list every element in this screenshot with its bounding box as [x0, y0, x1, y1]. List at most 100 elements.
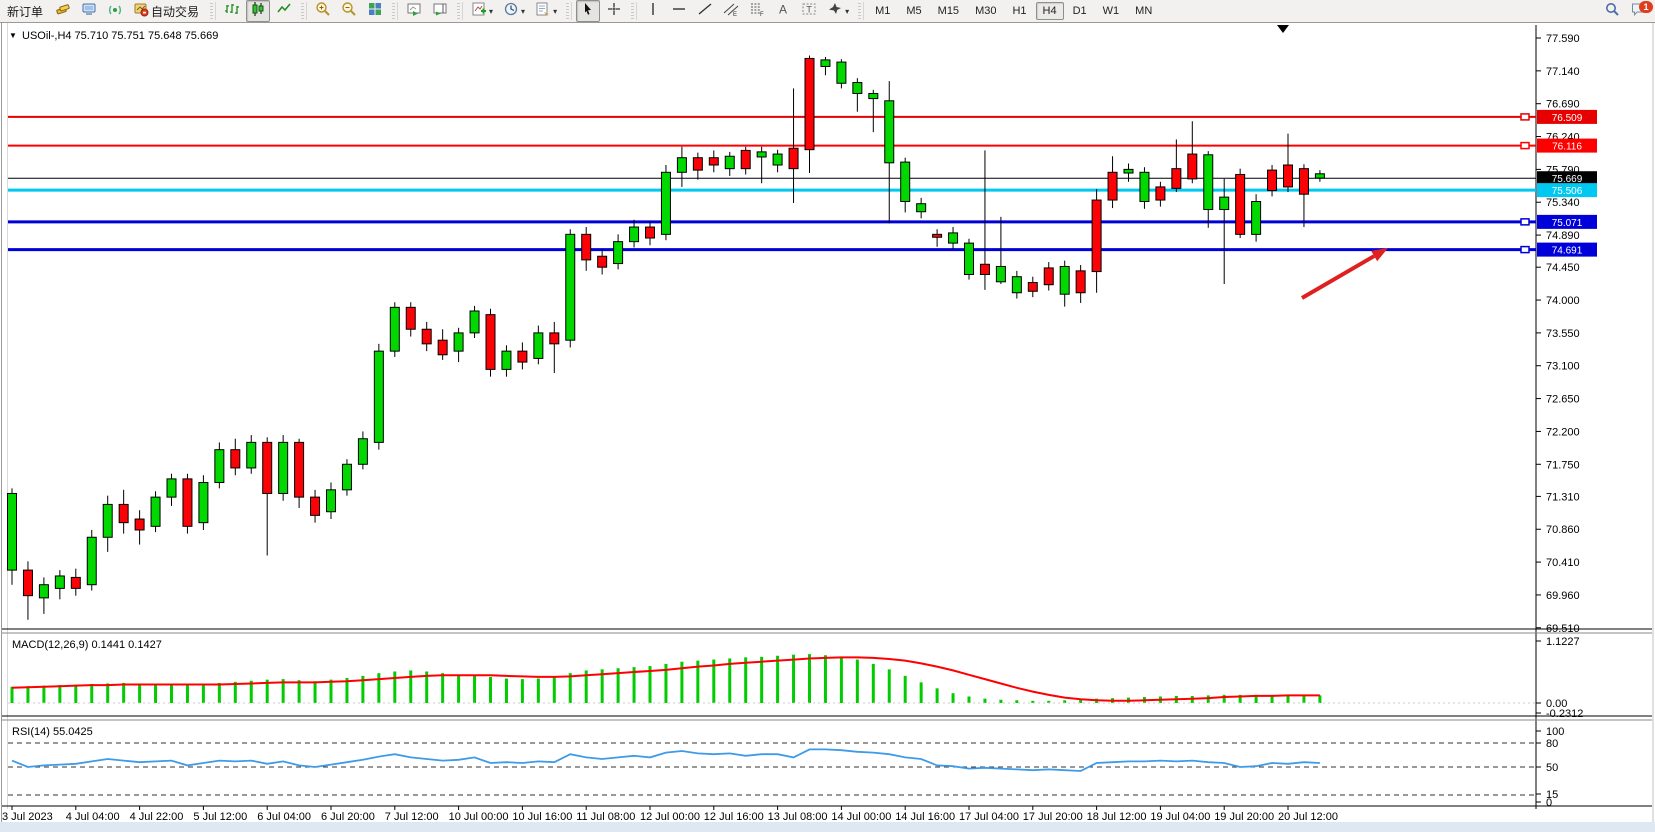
price-tick-label: 74.000	[1546, 295, 1580, 307]
candle	[469, 305, 480, 338]
candle	[660, 165, 671, 241]
toolbar-market-signal-button[interactable]	[103, 0, 127, 22]
candle	[1155, 181, 1166, 207]
candle	[964, 238, 974, 280]
indicators-dropdown-caret[interactable]: ▾	[489, 6, 494, 16]
toolbar-notifications-button[interactable]: 1	[1626, 0, 1653, 22]
toolbar-chart-shift-button[interactable]	[428, 0, 452, 22]
candle	[979, 150, 990, 290]
candle	[1059, 260, 1070, 307]
client-terminal-icon	[81, 1, 97, 22]
candle	[38, 577, 49, 614]
arrows-dropdown-caret[interactable]: ▾	[845, 6, 850, 16]
toolbar-indicators-button[interactable]: ▾	[467, 0, 497, 22]
svg-text:T: T	[806, 4, 812, 14]
rsi-axis-label: 0	[1546, 797, 1552, 809]
toolbar-periods-button[interactable]: ▾	[499, 0, 529, 22]
toolbar-client-terminal-button[interactable]	[77, 0, 101, 22]
toolbar-candlestick-chart-button[interactable]	[246, 0, 271, 22]
chart-shift-marker	[1277, 25, 1289, 33]
timeframe-d1-button[interactable]: D1	[1072, 5, 1087, 17]
timeframe-m5-button[interactable]: M5	[906, 5, 922, 17]
periods-dropdown-caret[interactable]: ▾	[521, 6, 526, 16]
timeframe-h4-button[interactable]: H4	[1035, 2, 1064, 20]
toolbar-zoom-in-button[interactable]	[311, 0, 335, 22]
candle	[565, 229, 576, 348]
candle	[389, 302, 400, 357]
candle	[884, 81, 895, 224]
time-tick-label: 12 Jul 00:00	[640, 811, 700, 823]
horizontal-level-lines[interactable]	[8, 113, 1536, 254]
profile-icon	[55, 1, 71, 22]
toolbar-trendline-button[interactable]	[693, 0, 717, 22]
candle	[597, 248, 608, 275]
toolbar-arrows-button[interactable]: ▾	[823, 0, 853, 22]
toolbar-text-label-button[interactable]: T	[797, 0, 821, 22]
timeframe-m30-button[interactable]: M30	[975, 5, 997, 17]
toolbar-templates-button[interactable]: ▾	[531, 0, 561, 22]
time-tick-label: 3 Jul 2023	[2, 811, 53, 823]
timeframe-m15-button[interactable]: M15	[937, 5, 960, 17]
price-tick-label: 72.650	[1546, 394, 1580, 406]
rsi-axis-label: 100	[1546, 726, 1564, 738]
toolbar-auto-scroll-button[interactable]	[402, 0, 426, 22]
indicators-icon	[471, 1, 487, 22]
time-tick-label: 19 Jul 20:00	[1214, 811, 1274, 823]
toolbar-equidistant-channel-button[interactable]: E	[719, 0, 743, 22]
toolbar-tile-windows-button[interactable]	[363, 0, 387, 22]
level-line-handle[interactable]	[1520, 245, 1530, 254]
toolbar-bar-chart-button[interactable]	[220, 0, 244, 22]
zoom-in-icon	[315, 1, 331, 22]
search-icon	[1604, 1, 1620, 22]
timeframe-m1-button[interactable]: M1	[875, 5, 891, 17]
timeframe-w1-button[interactable]: W1	[1102, 5, 1120, 17]
templates-dropdown-caret[interactable]: ▾	[553, 6, 558, 16]
toolbar-text-button[interactable]: A	[771, 0, 795, 22]
market-signal-icon	[107, 1, 123, 22]
toolbar-zoom-out-button[interactable]	[337, 0, 361, 22]
chart-title-collapse-icon[interactable]: ▼	[9, 31, 17, 40]
candle	[1075, 265, 1086, 303]
toolbar-vertical-line-button[interactable]	[641, 0, 665, 22]
toolbar-crosshair-button[interactable]	[602, 0, 626, 22]
price-tag-label: 76.116	[1552, 142, 1582, 153]
toolbar-line-chart-button[interactable]	[272, 0, 296, 22]
candle	[1171, 139, 1182, 193]
new-order-label: 新订单	[7, 4, 44, 19]
toolbar-auto-trading-button[interactable]: 自动交易	[129, 0, 205, 22]
timeframe-mn-button[interactable]: MN	[1135, 5, 1153, 17]
price-tag-label: 75.071	[1552, 218, 1583, 229]
toolbar-profile-button[interactable]	[51, 0, 75, 22]
candle	[373, 343, 384, 450]
candle	[692, 152, 703, 180]
cursor-icon	[580, 1, 596, 22]
candle	[102, 495, 113, 552]
toolbar-cursor-button[interactable]	[576, 0, 601, 22]
rsi-label: RSI(14) 55.0425	[12, 726, 93, 738]
time-tick-label: 12 Jul 16:00	[704, 811, 764, 823]
candle	[7, 488, 17, 585]
timeframe-h1-button[interactable]: H1	[1012, 5, 1027, 17]
price-tick-label: 73.550	[1546, 328, 1580, 340]
level-line-handle[interactable]	[1520, 113, 1530, 121]
level-line-handle[interactable]	[1520, 141, 1530, 150]
toolbar-horizontal-line-button[interactable]	[667, 0, 691, 22]
level-line-handle[interactable]	[1520, 218, 1530, 226]
price-tick-label: 70.860	[1546, 524, 1580, 536]
price-tag	[1537, 183, 1597, 198]
toolbar-search-button[interactable]	[1600, 0, 1624, 22]
candle	[1027, 276, 1038, 298]
price-tick-label: 77.140	[1546, 66, 1580, 78]
candle	[230, 438, 241, 476]
chart-canvas[interactable]: 77.59077.14076.69076.24075.79075.34074.8…	[0, 23, 1655, 832]
candle	[995, 216, 1006, 284]
candle	[70, 568, 81, 596]
macd-axis-label: -0.2312	[1546, 708, 1583, 720]
timeframe-group: M1 M5 M15 M30 H1 H4 D1 W1 MN	[867, 0, 1160, 22]
time-axis[interactable]: 3 Jul 2023 4 Jul 04:00 4 Jul 22:00 5 Jul 12…	[2, 806, 1338, 823]
red-arrow-annotation[interactable]	[1300, 248, 1388, 300]
text-icon: A	[775, 1, 791, 22]
toolbar-fibonacci-button[interactable]: F	[745, 0, 769, 22]
toolbar-new-order-button[interactable]: 新订单	[1, 0, 49, 22]
